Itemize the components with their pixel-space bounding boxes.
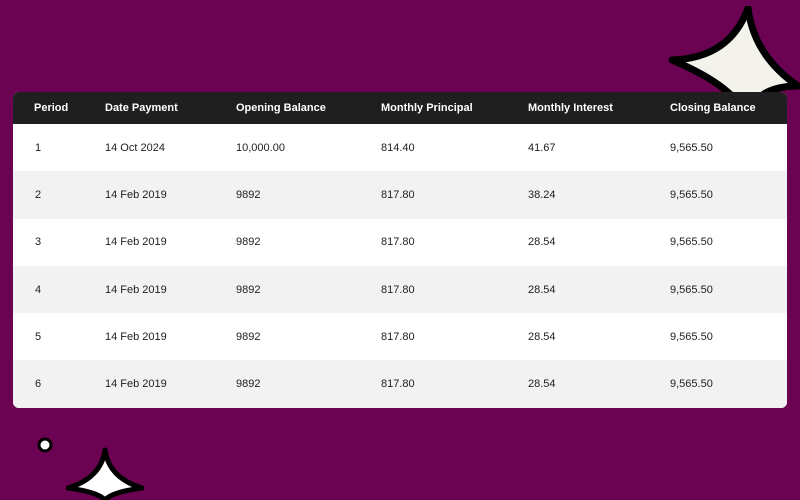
table-row: 3 14 Feb 2019 9892 817.80 28.54 9,565.50 bbox=[13, 219, 787, 266]
cell-monthly-interest: 41.67 bbox=[528, 141, 556, 154]
cell-closing-balance: 9,565.50 bbox=[670, 236, 713, 249]
cell-monthly-principal: 817.80 bbox=[381, 330, 415, 343]
cell-monthly-interest: 28.54 bbox=[528, 283, 556, 296]
cell-closing-balance: 9,565.50 bbox=[670, 378, 713, 391]
cell-date-payment: 14 Feb 2019 bbox=[105, 188, 167, 201]
cell-period: 1 bbox=[35, 141, 42, 154]
table-header-row: Period Date Payment Opening Balance Mont… bbox=[13, 92, 787, 124]
cell-opening-balance: 9892 bbox=[236, 330, 261, 343]
cell-monthly-principal: 817.80 bbox=[381, 378, 415, 391]
cell-date-payment: 14 Oct 2024 bbox=[105, 141, 165, 154]
cell-monthly-principal: 814.40 bbox=[381, 141, 415, 154]
cell-date-payment: 14 Feb 2019 bbox=[105, 236, 167, 249]
column-header-closing-balance: Closing Balance bbox=[670, 102, 756, 114]
cell-period: 4 bbox=[35, 283, 42, 296]
cell-opening-balance: 9892 bbox=[236, 188, 261, 201]
cell-monthly-principal: 817.80 bbox=[381, 236, 415, 249]
table-row: 5 14 Feb 2019 9892 817.80 28.54 9,565.50 bbox=[13, 313, 787, 360]
column-header-monthly-interest: Monthly Interest bbox=[528, 102, 613, 114]
cell-monthly-interest: 38.24 bbox=[528, 188, 556, 201]
cell-date-payment: 14 Feb 2019 bbox=[105, 378, 167, 391]
column-header-date-payment: Date Payment bbox=[105, 102, 178, 114]
cell-period: 2 bbox=[35, 188, 42, 201]
cell-opening-balance: 10,000.00 bbox=[236, 141, 285, 154]
column-header-opening-balance: Opening Balance bbox=[236, 102, 326, 114]
cell-period: 5 bbox=[35, 330, 42, 343]
cell-opening-balance: 9892 bbox=[236, 378, 261, 391]
cell-period: 3 bbox=[35, 236, 42, 249]
cell-closing-balance: 9,565.50 bbox=[670, 141, 713, 154]
table-row: 2 14 Feb 2019 9892 817.80 38.24 9,565.50 bbox=[13, 171, 787, 219]
cell-monthly-interest: 28.54 bbox=[528, 236, 556, 249]
table-row: 6 14 Feb 2019 9892 817.80 28.54 9,565.50 bbox=[13, 360, 787, 408]
circle-dot-icon bbox=[37, 437, 53, 453]
cell-monthly-interest: 28.54 bbox=[528, 330, 556, 343]
table-row: 4 14 Feb 2019 9892 817.80 28.54 9,565.50 bbox=[13, 265, 787, 314]
cell-monthly-principal: 817.80 bbox=[381, 283, 415, 296]
amortization-table: Period Date Payment Opening Balance Mont… bbox=[13, 92, 787, 408]
amortization-table-card: Period Date Payment Opening Balance Mont… bbox=[13, 92, 787, 408]
cell-date-payment: 14 Feb 2019 bbox=[105, 330, 167, 343]
cell-date-payment: 14 Feb 2019 bbox=[105, 283, 167, 296]
cell-opening-balance: 9892 bbox=[236, 283, 261, 296]
column-header-period: Period bbox=[34, 102, 69, 114]
cell-closing-balance: 9,565.50 bbox=[670, 188, 713, 201]
column-header-monthly-principal: Monthly Principal bbox=[381, 102, 473, 114]
cell-closing-balance: 9,565.50 bbox=[670, 330, 713, 343]
cell-period: 6 bbox=[35, 378, 42, 391]
sparkle-small-icon bbox=[66, 447, 144, 500]
cell-monthly-interest: 28.54 bbox=[528, 378, 556, 391]
cell-opening-balance: 9892 bbox=[236, 236, 261, 249]
cell-closing-balance: 9,565.50 bbox=[670, 283, 713, 296]
cell-monthly-principal: 817.80 bbox=[381, 188, 415, 201]
table-row: 1 14 Oct 2024 10,000.00 814.40 41.67 9,5… bbox=[13, 124, 787, 171]
